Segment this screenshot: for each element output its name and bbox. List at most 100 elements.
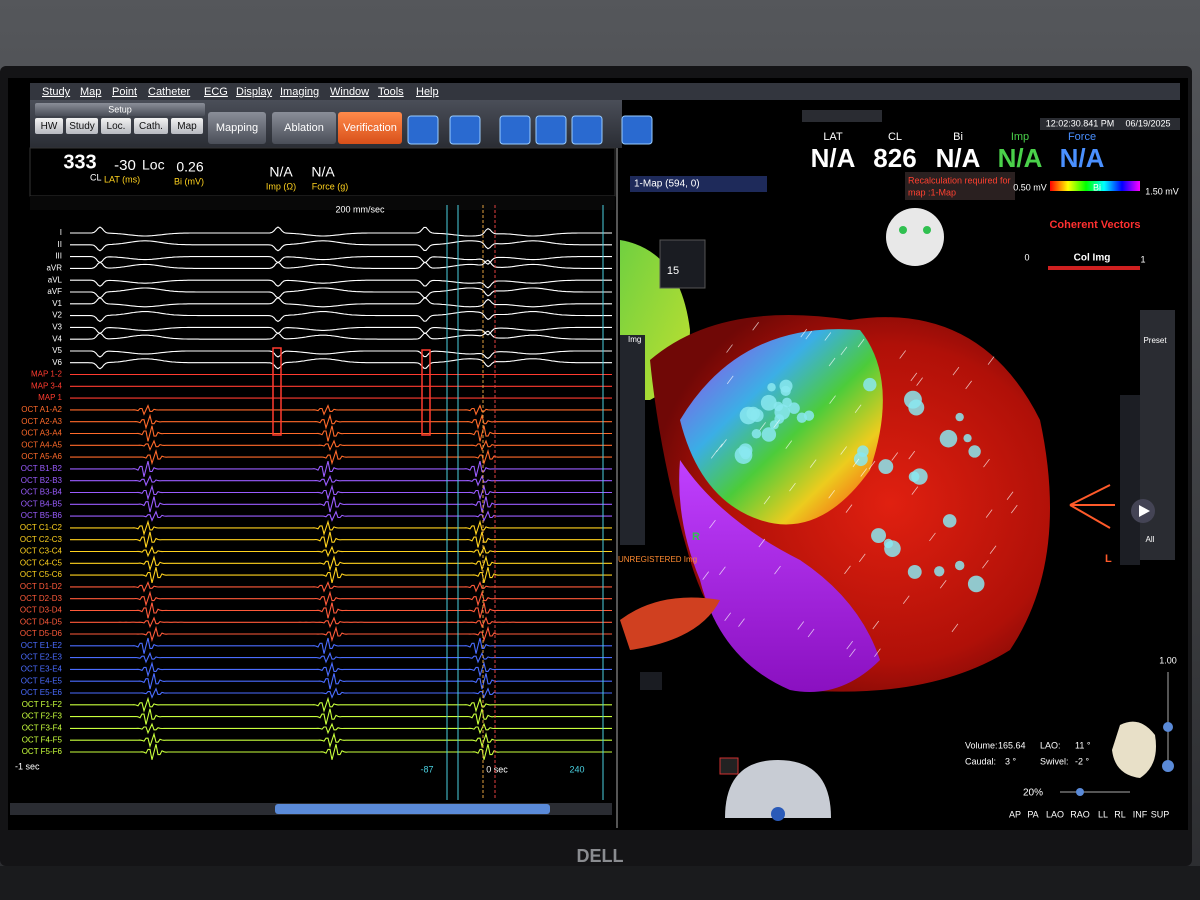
tool-icon[interactable] (499, 115, 531, 145)
channel-label: OCT A5-A6 (21, 452, 62, 461)
view-button[interactable]: SUP (1151, 809, 1170, 819)
trace (70, 297, 612, 308)
tool-icon[interactable] (621, 115, 653, 145)
trace (70, 449, 612, 466)
channel-label: OCT E4-E5 (21, 676, 63, 685)
trace (70, 311, 612, 323)
channel-label: OCT E2-E3 (21, 653, 63, 662)
readout-value: N/A (998, 143, 1043, 173)
vector (929, 532, 936, 542)
map-point (746, 406, 760, 421)
setup-button-label[interactable]: HW (41, 121, 58, 132)
setup-button[interactable] (134, 118, 168, 134)
map-point (767, 382, 776, 392)
imp-value: N/A (269, 164, 293, 180)
channel-label: OCT F2-F3 (22, 712, 63, 721)
map-point (751, 428, 762, 439)
mode-button-label[interactable]: Mapping (216, 122, 258, 134)
heart-icon (1112, 721, 1156, 778)
view-button[interactable]: LAO (1046, 809, 1064, 819)
channel-label: OCT C2-C3 (20, 535, 63, 544)
map-point (942, 514, 957, 528)
warning-text: map :1-Map (908, 187, 956, 197)
img-tools[interactable] (620, 335, 645, 545)
map-region-purple (679, 460, 880, 692)
trace (70, 330, 612, 340)
zoom-reset[interactable] (1162, 760, 1174, 772)
loc-label: Loc (142, 157, 165, 173)
view-button[interactable]: LL (1098, 809, 1108, 819)
map-point (967, 575, 985, 593)
menu-item[interactable]: Catheter (148, 86, 191, 98)
map-selector[interactable] (630, 176, 767, 192)
warning-box (905, 172, 1015, 200)
zoom-thumb[interactable] (1163, 722, 1173, 732)
menu-item[interactable]: Map (80, 86, 101, 98)
dial-center[interactable] (771, 807, 785, 821)
menu-item[interactable]: Window (330, 86, 369, 98)
view-button[interactable]: PA (1027, 809, 1038, 819)
view-button[interactable]: INF (1133, 809, 1148, 819)
vector (789, 482, 796, 492)
vector (807, 628, 815, 638)
vector (710, 450, 718, 459)
desk (0, 866, 1200, 900)
vector (809, 459, 817, 468)
preset-button[interactable]: Preset (1143, 336, 1167, 345)
mode-button[interactable] (208, 112, 266, 144)
menu-item[interactable]: Help (416, 86, 439, 98)
tool-icon[interactable] (535, 115, 567, 145)
vector (872, 620, 880, 630)
readout-label: Force (1068, 131, 1096, 143)
menu-item[interactable]: Tools (378, 86, 404, 98)
view-button[interactable]: RAO (1070, 809, 1090, 819)
setup-header (35, 103, 205, 116)
map-point (968, 445, 981, 458)
setup-button-label[interactable]: Cath. (139, 121, 163, 132)
mode-button-label[interactable]: Ablation (284, 122, 324, 134)
readout-label: Bi (953, 131, 963, 143)
scroll-thumb[interactable] (275, 804, 550, 814)
vector (952, 366, 960, 376)
time-marker: 0 sec (486, 764, 508, 774)
setup-button[interactable] (66, 118, 98, 134)
all-button[interactable]: All (1146, 535, 1155, 544)
settings-icon[interactable] (640, 672, 662, 690)
tool-icon[interactable] (407, 115, 439, 145)
view-button[interactable]: AP (1009, 809, 1021, 819)
tool-icon[interactable] (449, 115, 481, 145)
map-name[interactable]: 1-Map (594, 0) (634, 179, 700, 190)
setup-button-label[interactable]: Study (69, 121, 95, 132)
menu-item[interactable]: Study (42, 86, 71, 98)
vector (908, 450, 916, 460)
pacing-artifact (421, 349, 431, 436)
setup-button[interactable] (171, 118, 203, 134)
tool-icon[interactable] (571, 115, 603, 145)
setup-button[interactable] (35, 118, 63, 134)
channel-label: OCT E3-E4 (21, 665, 63, 674)
mode-button-label[interactable]: Verification (343, 122, 397, 134)
menu-item[interactable]: Display (236, 86, 273, 98)
map-point (760, 394, 777, 411)
imp-label: Imp (Ω) (266, 181, 296, 191)
trace (70, 744, 612, 760)
side-toolbar-sub[interactable] (1120, 395, 1140, 565)
vector (719, 566, 726, 575)
menu-item[interactable]: Point (112, 86, 137, 98)
undo-icon[interactable] (719, 757, 739, 775)
setup-button[interactable] (101, 118, 131, 134)
map-point (796, 412, 808, 423)
view-dial[interactable] (725, 760, 831, 818)
labels: Study Map Point Catheter ECG Display Imaging Wi… (15, 86, 1179, 866)
warning-text: Recalculation required for (908, 175, 1011, 185)
setup-button-label[interactable]: Loc. (107, 121, 126, 132)
setup-button-label[interactable]: Map (177, 121, 197, 132)
vector (724, 612, 732, 621)
view-button[interactable]: RL (1114, 809, 1126, 819)
menu-item[interactable]: Imaging (280, 86, 319, 98)
menu-item[interactable]: ECG (204, 86, 228, 98)
mode-button[interactable] (272, 112, 336, 144)
mode-button[interactable] (338, 112, 402, 144)
opacity-thumb[interactable] (1076, 788, 1084, 796)
channel-label: OCT E1-E2 (21, 641, 63, 650)
